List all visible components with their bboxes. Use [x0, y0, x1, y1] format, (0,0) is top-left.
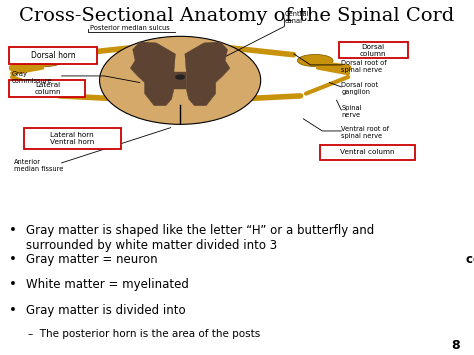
Text: Gray matter is shaped like the letter “H” or a butterfly and
surrounded by white: Gray matter is shaped like the letter “H…	[26, 224, 374, 252]
Text: •: •	[9, 224, 18, 237]
Text: Dorsal
column: Dorsal column	[360, 44, 386, 56]
FancyBboxPatch shape	[9, 47, 97, 64]
Text: •: •	[9, 304, 18, 317]
Text: •: •	[9, 278, 18, 291]
Text: White matter = myelinated: White matter = myelinated	[26, 278, 193, 291]
Polygon shape	[130, 42, 175, 106]
Ellipse shape	[27, 54, 63, 67]
Text: Ventral root of
spinal nerve: Ventral root of spinal nerve	[341, 126, 389, 138]
Polygon shape	[185, 42, 230, 106]
Text: 8: 8	[451, 339, 460, 352]
Text: Gray
commissure: Gray commissure	[12, 71, 52, 83]
Ellipse shape	[100, 36, 261, 124]
Text: Spinal
nerve: Spinal nerve	[341, 105, 362, 118]
Text: Dorsal horn: Dorsal horn	[31, 51, 76, 60]
FancyBboxPatch shape	[320, 144, 415, 159]
Text: •: •	[9, 253, 18, 266]
FancyBboxPatch shape	[339, 42, 408, 58]
Text: Posterior median sulcus: Posterior median sulcus	[90, 24, 170, 31]
Polygon shape	[174, 72, 186, 89]
Text: Ventral column: Ventral column	[340, 149, 394, 155]
Text: Gray matter = neuron: Gray matter = neuron	[26, 253, 162, 266]
Circle shape	[176, 75, 184, 79]
Text: Lateral
column: Lateral column	[34, 82, 61, 95]
Text: Dorsal root
ganglion: Dorsal root ganglion	[341, 82, 378, 94]
Text: Central
canal: Central canal	[284, 11, 309, 24]
FancyBboxPatch shape	[9, 80, 85, 97]
Text: Cross-Sectional Anatomy of the Spinal Cord: Cross-Sectional Anatomy of the Spinal Co…	[19, 7, 455, 24]
Text: cell bodies: cell bodies	[466, 253, 474, 266]
Text: Anterior
median fissure: Anterior median fissure	[14, 159, 64, 171]
Text: Lateral horn
Ventral horn: Lateral horn Ventral horn	[50, 132, 94, 144]
Text: Gray matter is divided into: Gray matter is divided into	[26, 304, 190, 317]
Text: –  The posterior horn is the area of the posts: – The posterior horn is the area of the …	[28, 329, 261, 339]
FancyBboxPatch shape	[24, 128, 121, 148]
Ellipse shape	[298, 54, 333, 67]
Text: Dorsal root of
spinal nerve: Dorsal root of spinal nerve	[341, 60, 387, 72]
